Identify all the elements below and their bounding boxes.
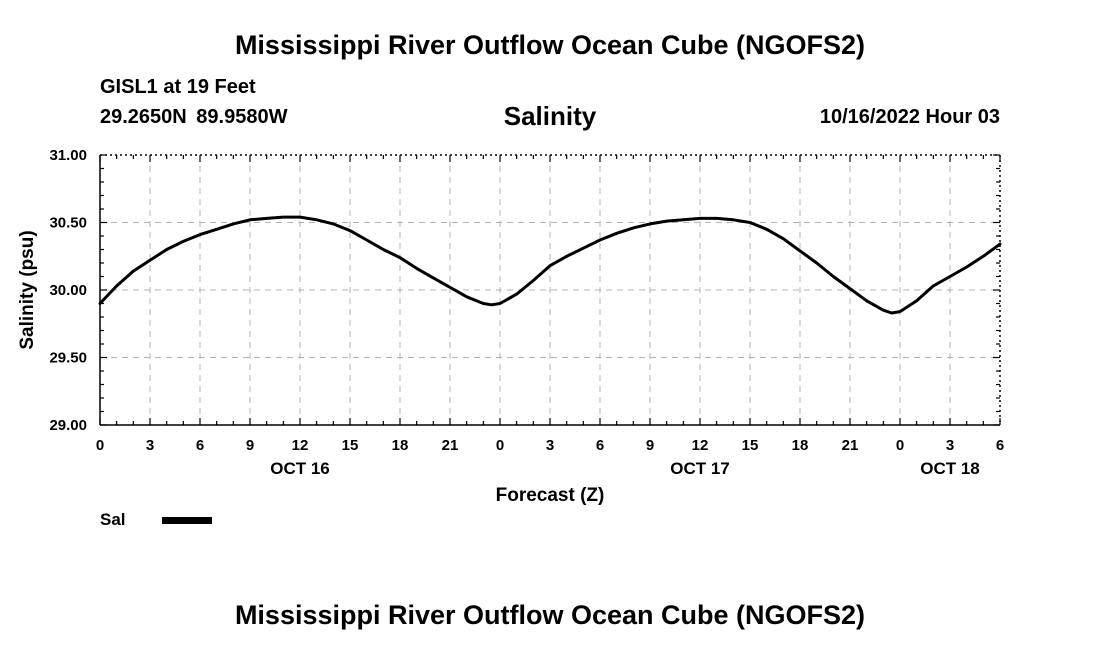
y-tick-label: 30.50 bbox=[49, 215, 87, 232]
x-tick-label: 21 bbox=[442, 437, 459, 454]
x-date-label: OCT 17 bbox=[670, 459, 730, 478]
station-coords: 29.2650N 89.9580W bbox=[100, 106, 288, 128]
station-name: GISL1 at 19 Feet bbox=[100, 76, 256, 98]
x-date-label: OCT 16 bbox=[270, 459, 330, 478]
x-tick-label: 21 bbox=[842, 437, 859, 454]
chart-title: Salinity bbox=[503, 101, 597, 131]
main-title: Mississippi River Outflow Ocean Cube (NG… bbox=[234, 30, 866, 60]
x-tick-label: 18 bbox=[392, 437, 409, 454]
series-layer bbox=[98, 215, 1002, 315]
legend-swatch bbox=[162, 517, 212, 524]
x-date-label: OCT 18 bbox=[920, 459, 980, 478]
x-tick-label: 12 bbox=[292, 437, 309, 454]
forecast-datetime: 10/16/2022 Hour 03 bbox=[819, 106, 1000, 128]
x-tick-label: 6 bbox=[596, 437, 604, 454]
x-tick-label: 3 bbox=[546, 437, 554, 454]
x-tick-label: 15 bbox=[342, 437, 359, 454]
footer-title: Mississippi River Outflow Ocean Cube (NG… bbox=[234, 600, 866, 630]
axes-layer bbox=[99, 154, 1001, 426]
x-tick-label: 3 bbox=[146, 437, 154, 454]
labels-layer: 0 3 6 9 12 15 18 21 0 3 6 9 12 15 18 21 0 3 6 OCT 16 OCT 17 O… bbox=[17, 147, 1004, 506]
salinity-series-line bbox=[98, 215, 1002, 315]
y-axis-title: Salinity (psu) bbox=[17, 230, 38, 349]
grid-layer bbox=[100, 155, 1000, 425]
x-tick-label: 15 bbox=[742, 437, 759, 454]
x-tick-label: 6 bbox=[196, 437, 204, 454]
x-tick-label: 9 bbox=[246, 437, 254, 454]
y-tick-label: 29.00 bbox=[49, 417, 87, 434]
x-tick-label: 3 bbox=[946, 437, 954, 454]
x-tick-label: 12 bbox=[692, 437, 709, 454]
x-tick-label: 18 bbox=[792, 437, 809, 454]
x-tick-label: 9 bbox=[646, 437, 654, 454]
x-axis-title: Forecast (Z) bbox=[496, 485, 605, 506]
y-tick-label: 30.00 bbox=[49, 282, 87, 299]
y-tick-label: 31.00 bbox=[49, 147, 87, 164]
x-tick-label: 0 bbox=[496, 437, 504, 454]
y-tick-label: 29.50 bbox=[49, 350, 87, 367]
x-tick-label: 0 bbox=[896, 437, 904, 454]
x-tick-label: 0 bbox=[96, 437, 104, 454]
x-tick-label: 6 bbox=[996, 437, 1004, 454]
legend-label: Sal bbox=[100, 510, 126, 529]
